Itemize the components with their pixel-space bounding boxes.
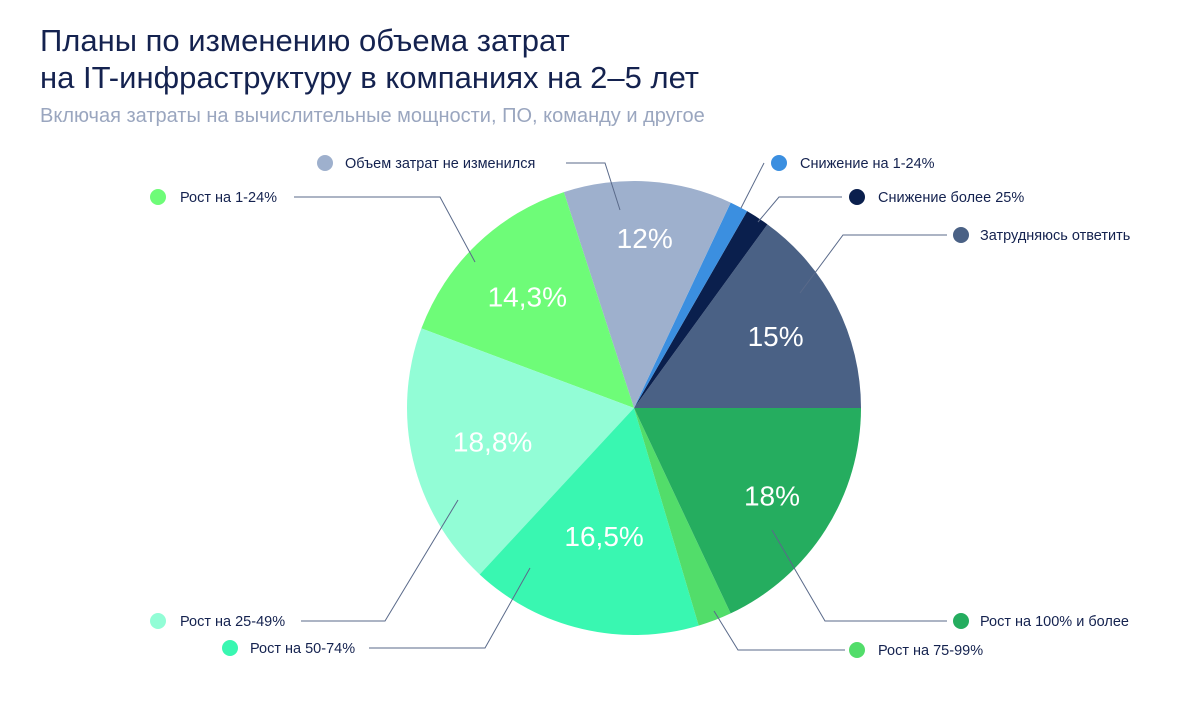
pie-slice-8 — [634, 408, 731, 626]
legend-marker — [849, 189, 865, 205]
legend-label: Рост на 50-74% — [250, 641, 355, 657]
leader-line — [799, 234, 947, 294]
legend-label: Рост на 75-99% — [878, 643, 983, 659]
legend-marker — [150, 189, 166, 205]
chart-subtitle: Включая затраты на вычислительные мощнос… — [40, 105, 705, 127]
legend-marker — [771, 155, 787, 171]
slice-value-label: 18% — [744, 481, 800, 512]
legend-marker — [150, 613, 166, 629]
pie-slice-3 — [634, 202, 748, 408]
slice-value-label: 12% — [617, 223, 673, 254]
leader-line — [566, 162, 621, 211]
legend-label: Объем затрат не изменился — [345, 156, 535, 172]
legend-label: Снижение на 1-24% — [800, 156, 935, 172]
legend-label: Рост на 100% и более — [980, 614, 1129, 630]
slice-value-label: 14,3% — [488, 282, 567, 313]
leader-line — [294, 196, 476, 263]
legend-marker — [953, 613, 969, 629]
pie-slice-7 — [479, 408, 699, 635]
legend: Затрудняюсь ответить Снижение более 25% Сн… — [150, 155, 1130, 659]
leader-line — [369, 567, 531, 649]
leader-line — [301, 499, 459, 622]
legend-marker — [317, 155, 333, 171]
chart-title-line-2: на IT-инфраструктуру в компаниях на 2–5 … — [40, 60, 699, 95]
legend-leader-lines — [294, 162, 947, 651]
legend-label: Рост на 25-49% — [180, 614, 285, 630]
legend-marker — [849, 642, 865, 658]
legend-label: Снижение более 25% — [878, 190, 1024, 206]
leader-line — [757, 196, 842, 223]
slice-value-label: 18,8% — [453, 427, 532, 458]
leader-line — [771, 529, 947, 622]
legend-label: Рост на 1-24% — [180, 190, 277, 206]
slice-value-label: 16,5% — [564, 521, 643, 552]
pie-slice-2 — [634, 211, 768, 408]
chart-title: Планы по изменению объема затрат на IT-и… — [40, 22, 699, 96]
pie-slice-5 — [421, 192, 634, 408]
pie-slice-labels: 15% 12% 14,3% 18,8% 16,5% 18% — [453, 223, 804, 552]
legend-label: Затрудняюсь ответить — [980, 228, 1130, 244]
leader-line — [713, 610, 845, 651]
pie-slice-6 — [406, 328, 634, 575]
pie-slice-1 — [634, 224, 861, 408]
legend-marker — [953, 227, 969, 243]
slice-value-label: 15% — [748, 321, 804, 352]
pie-slices — [406, 180, 861, 635]
pie-slice-4 — [563, 180, 731, 408]
pie-slice-9 — [634, 408, 861, 614]
legend-marker — [222, 640, 238, 656]
chart-title-line-1: Планы по изменению объема затрат — [40, 23, 570, 58]
leader-line — [740, 162, 765, 209]
